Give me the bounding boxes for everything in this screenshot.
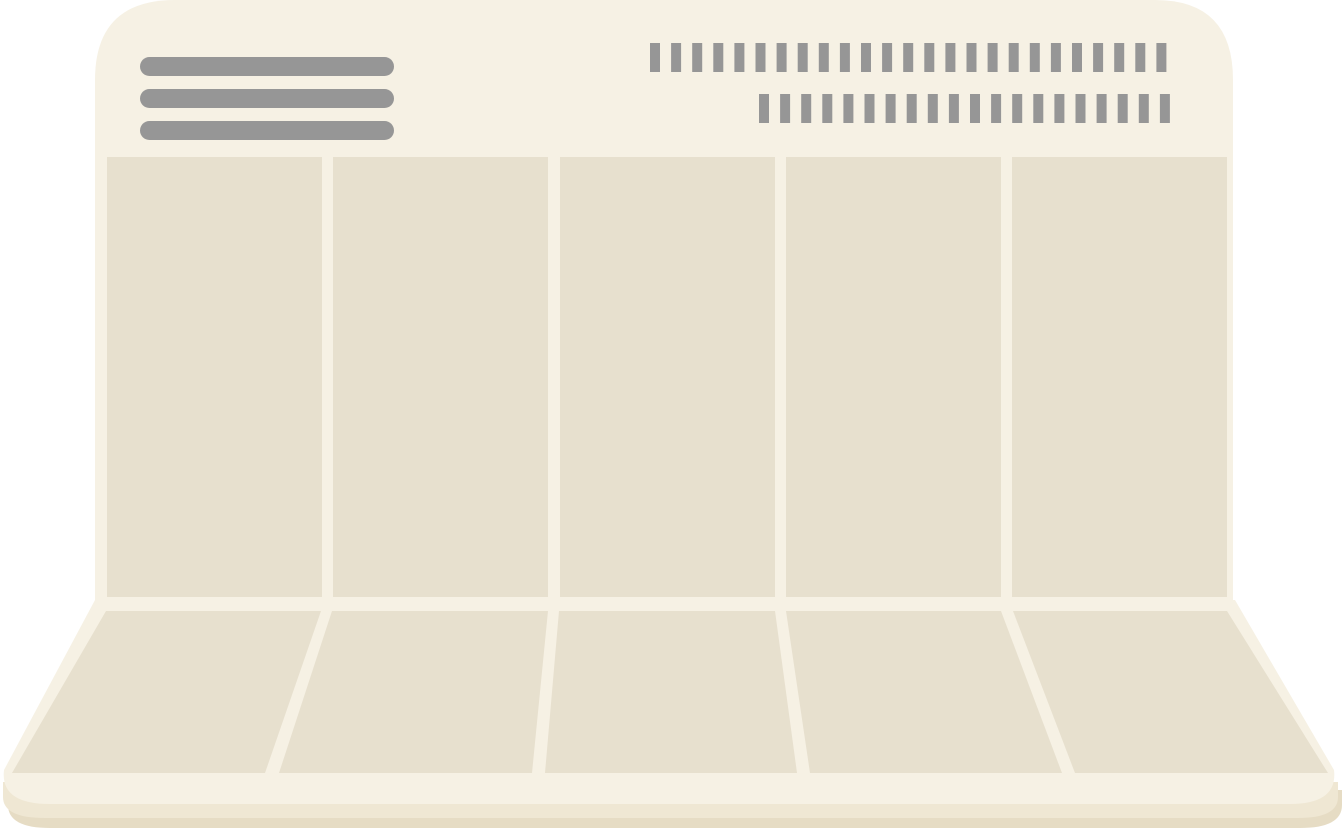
tick-mark (755, 43, 766, 72)
base-panel-3 (545, 611, 797, 773)
tick-mark (776, 43, 787, 72)
tick-mark (1033, 94, 1044, 123)
tick-mark (713, 43, 724, 72)
menu-lines-icon (140, 57, 394, 140)
column-panel-1 (107, 157, 322, 597)
tick-mark (966, 43, 977, 72)
tick-mark (924, 43, 935, 72)
tick-mark (1054, 94, 1065, 123)
base-panel-5 (1013, 611, 1328, 773)
tick-mark (734, 43, 745, 72)
tick-mark (1072, 43, 1082, 72)
dotted-row-1 (650, 43, 1167, 72)
tick-mark (1050, 43, 1061, 72)
base-panel-4 (786, 611, 1062, 773)
tick-mark (692, 43, 703, 72)
tick-mark (1008, 43, 1019, 72)
tick-mark (927, 94, 938, 123)
column-panel-5 (1012, 157, 1227, 597)
tick-mark (1159, 94, 1170, 123)
tick-mark (861, 43, 871, 72)
tick-mark (671, 43, 682, 72)
tick-mark (759, 94, 769, 123)
tick-mark (843, 94, 854, 123)
tick-mark (991, 94, 1002, 123)
tick-mark (882, 43, 893, 72)
menu-line-3 (140, 121, 394, 140)
menu-line-1 (140, 57, 394, 76)
tick-mark (903, 43, 914, 72)
tick-mark (797, 43, 808, 72)
dotted-row-2 (759, 94, 1170, 123)
tick-mark (987, 43, 998, 72)
tick-mark (1117, 94, 1128, 123)
tick-mark (650, 43, 660, 72)
menu-line-2 (140, 89, 394, 108)
tick-mark (948, 94, 959, 123)
tick-mark (1138, 94, 1149, 123)
tick-mark (1029, 43, 1040, 72)
tick-mark (970, 94, 980, 123)
dotted-ticks (650, 43, 1170, 123)
tick-mark (818, 43, 829, 72)
tick-mark (1093, 43, 1104, 72)
base-panel-1 (12, 611, 321, 773)
tick-mark (1114, 43, 1125, 72)
tick-mark (801, 94, 812, 123)
tick-mark (864, 94, 875, 123)
upper-column-panels (107, 157, 1227, 597)
tick-mark (1135, 43, 1146, 72)
lower-column-panels (12, 611, 1328, 773)
column-panel-3 (560, 157, 775, 597)
tick-mark (1096, 94, 1107, 123)
tick-mark (1075, 94, 1086, 123)
tick-mark (839, 43, 850, 72)
tick-mark (885, 94, 896, 123)
column-panel-2 (333, 157, 548, 597)
tick-mark (945, 43, 956, 72)
base-panel-2 (279, 611, 548, 773)
tick-mark (822, 94, 833, 123)
column-panel-4 (786, 157, 1001, 597)
tick-mark (780, 94, 791, 123)
tick-mark (906, 94, 917, 123)
tick-mark (1012, 94, 1023, 123)
tick-mark (1156, 43, 1167, 72)
